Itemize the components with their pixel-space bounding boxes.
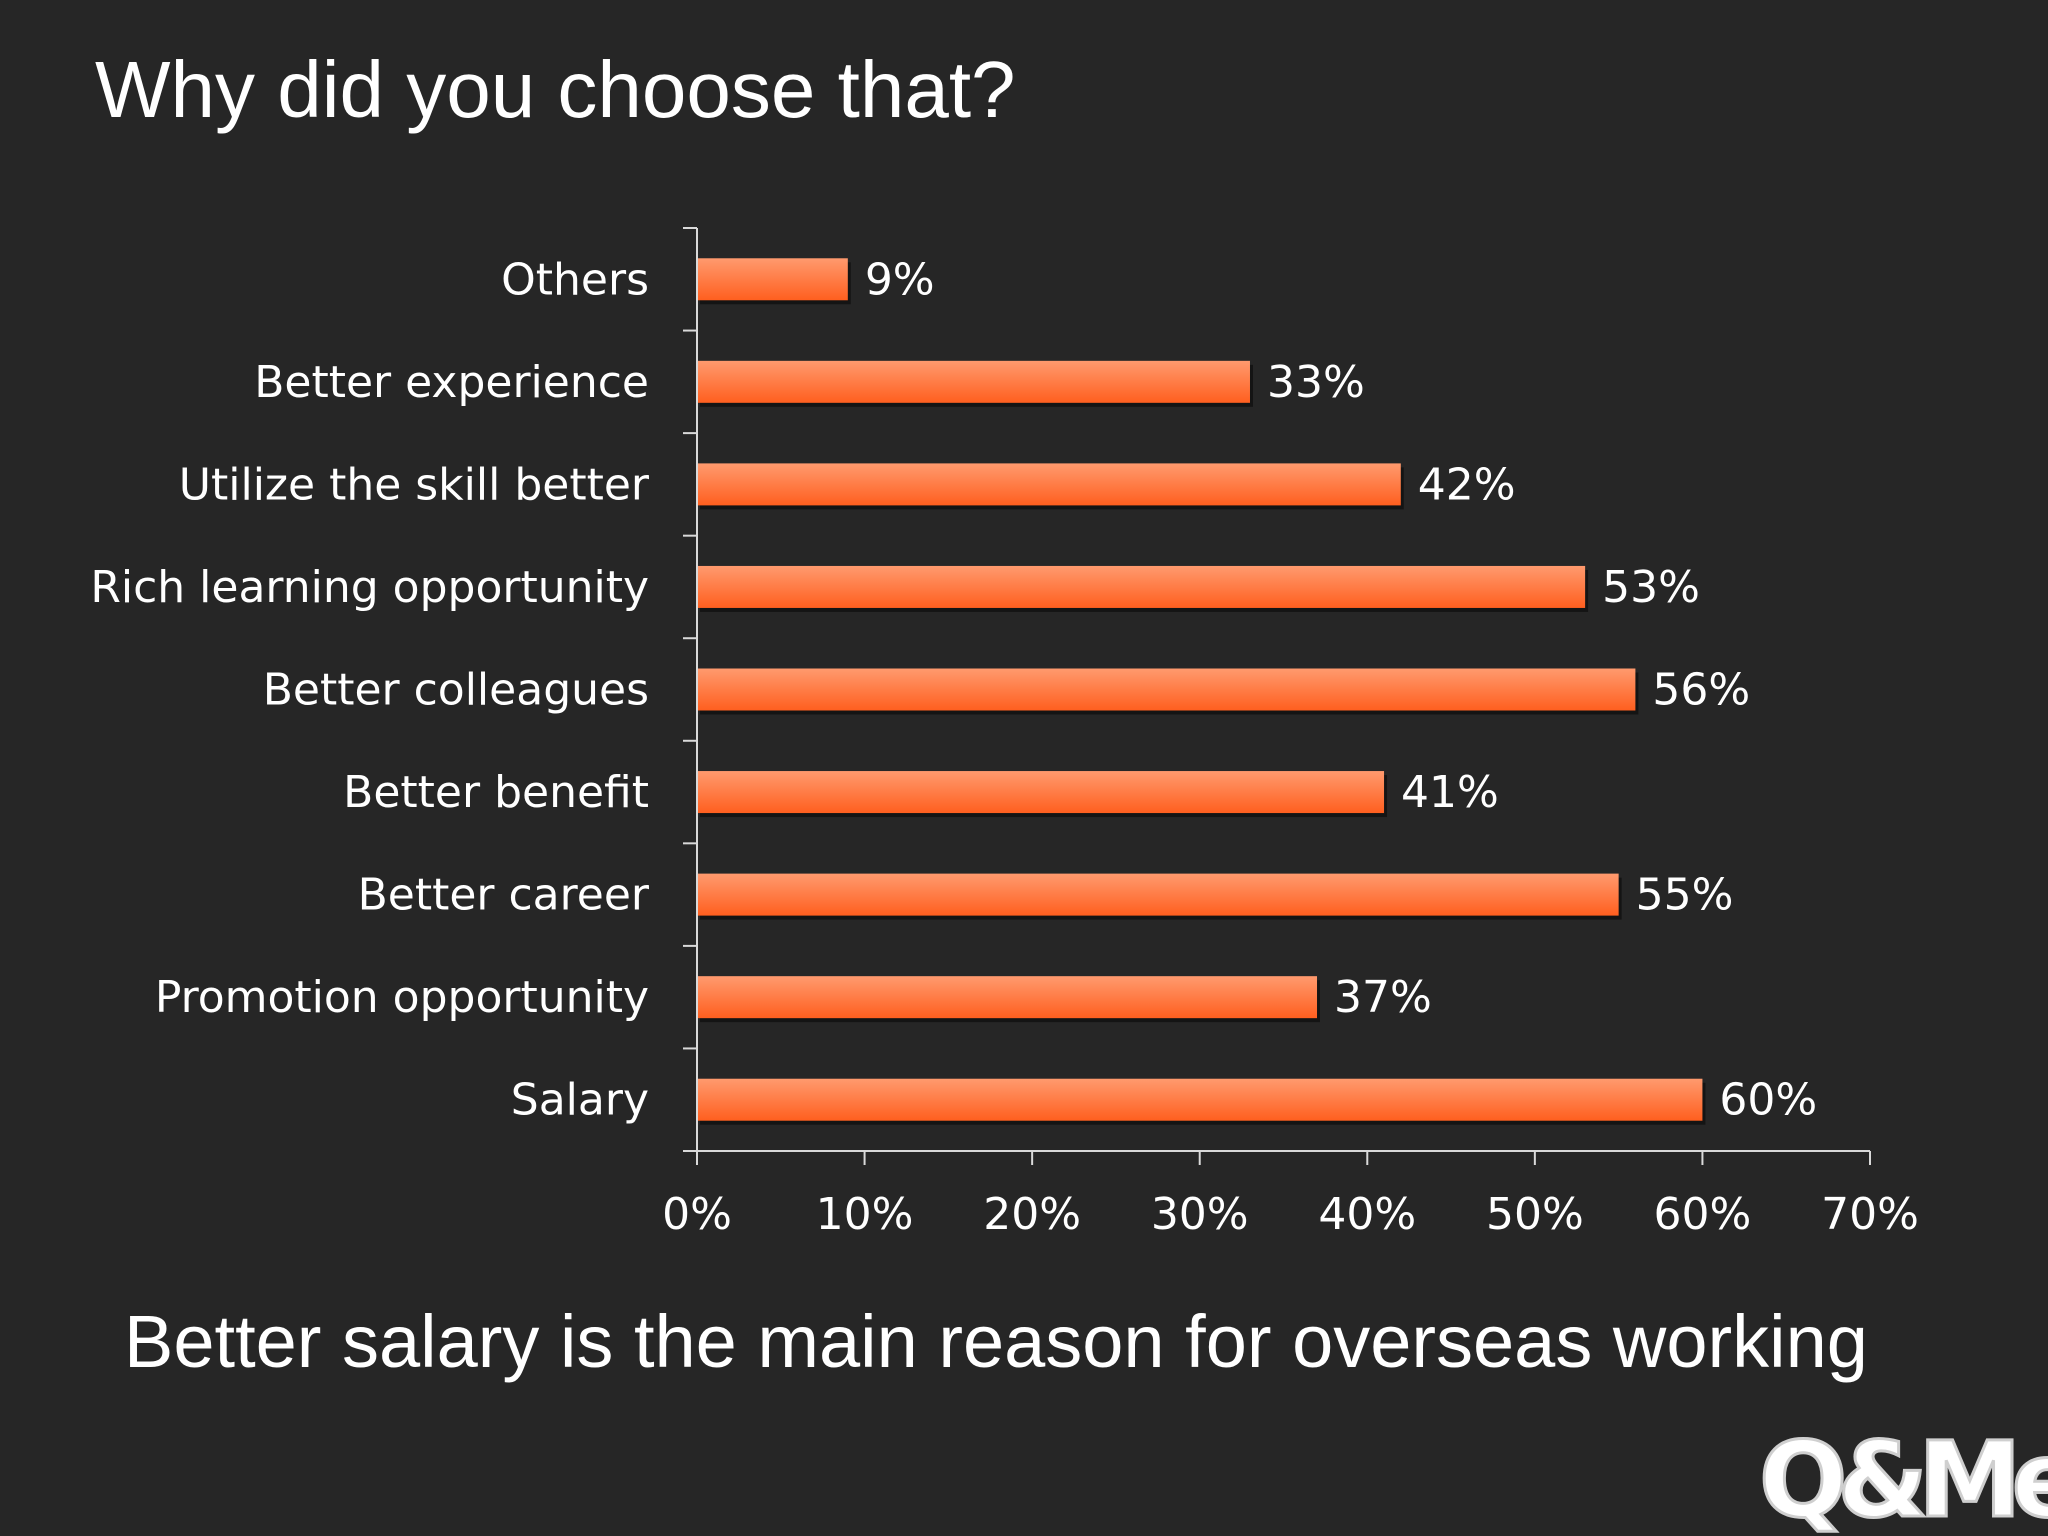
x-tick-label: 10% bbox=[816, 1189, 914, 1240]
bar-chart: Others 9% Better experience 33% Utilize the … bbox=[90, 227, 1919, 1240]
value-label: 53% bbox=[1602, 562, 1700, 613]
category-label: Rich learning opportunity bbox=[90, 562, 649, 613]
x-tick-label: 50% bbox=[1486, 1189, 1584, 1240]
category-label: Salary bbox=[511, 1075, 649, 1126]
value-label: 56% bbox=[1652, 665, 1750, 716]
category-label: Better benefit bbox=[343, 767, 649, 818]
bar-salary bbox=[697, 1078, 1703, 1121]
x-tick-label: 20% bbox=[983, 1189, 1081, 1240]
x-tick-label: 30% bbox=[1151, 1189, 1249, 1240]
bar-better-career bbox=[697, 873, 1619, 916]
svg-text:Q&Me: Q&Me bbox=[1759, 1419, 2048, 1536]
category-label: Promotion opportunity bbox=[155, 972, 649, 1023]
category-label: Better experience bbox=[254, 357, 649, 408]
value-label: 37% bbox=[1334, 972, 1432, 1023]
bar-better-benefit bbox=[697, 771, 1385, 814]
value-label: 9% bbox=[865, 254, 935, 305]
slide-caption: Better salary is the main reason for ove… bbox=[124, 1300, 1868, 1383]
value-label: 41% bbox=[1401, 767, 1499, 818]
value-label: 42% bbox=[1418, 459, 1516, 510]
category-label: Better career bbox=[358, 870, 650, 921]
bar-better-colleagues bbox=[697, 668, 1636, 711]
category-label: Others bbox=[501, 254, 649, 305]
qme-logo: Q&Me bbox=[1758, 1418, 2048, 1536]
x-tick-label: 0% bbox=[662, 1189, 732, 1240]
x-tick-label: 40% bbox=[1318, 1189, 1416, 1240]
value-label: 33% bbox=[1267, 357, 1365, 408]
bar-utilize-the-skill-better bbox=[697, 463, 1401, 506]
slide-title: Why did you choose that? bbox=[95, 45, 1016, 134]
bar-others bbox=[697, 258, 848, 301]
bar-rich-learning-opportunity bbox=[697, 565, 1586, 608]
value-label: 60% bbox=[1719, 1075, 1817, 1126]
bar-better-experience bbox=[697, 360, 1250, 403]
category-label: Utilize the skill better bbox=[179, 459, 650, 510]
bar-promotion-opportunity bbox=[697, 976, 1318, 1019]
x-tick-label: 60% bbox=[1654, 1189, 1752, 1240]
value-label: 55% bbox=[1636, 870, 1734, 921]
labels-layer: Others 9% Better experience 33% Utilize the … bbox=[90, 254, 1919, 1240]
category-label: Better colleagues bbox=[263, 665, 649, 716]
bars-layer bbox=[697, 258, 1706, 1125]
x-tick-label: 70% bbox=[1821, 1189, 1919, 1240]
axes-layer bbox=[683, 227, 1871, 1165]
